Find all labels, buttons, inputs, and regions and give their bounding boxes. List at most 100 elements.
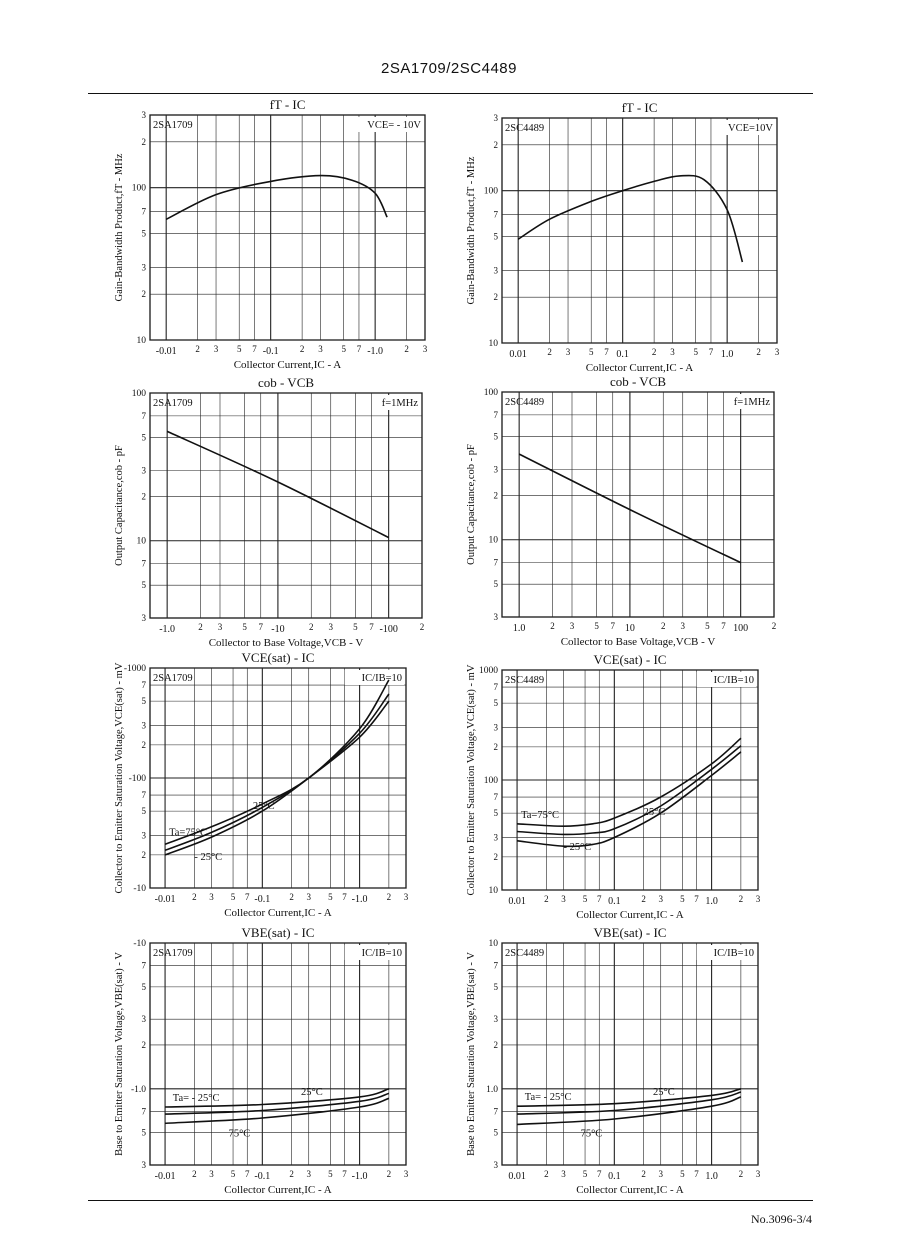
device-label: 2SC4489 (505, 397, 544, 408)
series-line (164, 700, 390, 856)
x-tick-label: -10 (271, 624, 284, 635)
x-minor-tick-label: 3 (209, 892, 214, 902)
y-minor-tick-label: 3 (142, 465, 147, 475)
x-tick-label: 10 (625, 623, 635, 634)
y-tick-label: 100 (484, 776, 499, 786)
series-line (517, 1088, 742, 1107)
chart-title: VBE(sat) - IC (242, 925, 315, 940)
series-line (165, 1092, 390, 1115)
x-minor-tick-label: 3 (570, 621, 575, 631)
x-minor-tick-label: 3 (756, 1169, 761, 1179)
chart-title: cob - VCB (258, 375, 314, 390)
x-axis-label: Collector Current,IC - A (576, 1184, 684, 1196)
x-minor-tick-label: 2 (309, 622, 314, 632)
device-label: 2SA1709 (153, 398, 193, 409)
y-minor-tick-label: 5 (142, 580, 147, 590)
y-axis-label: Base to Emitter Saturation Voltage,VBE(s… (114, 952, 125, 1156)
y-minor-tick-label: 3 (142, 721, 147, 731)
x-minor-tick-label: 7 (611, 621, 616, 631)
x-axis-label: Collector to Base Voltage,VCB - V (209, 637, 364, 649)
x-minor-tick-label: 2 (192, 1169, 197, 1179)
x-minor-tick-label: 3 (306, 892, 311, 902)
y-minor-tick-label: 5 (142, 982, 147, 992)
x-minor-tick-label: 2 (289, 892, 294, 902)
y-minor-tick-label: 7 (142, 411, 147, 421)
x-minor-tick-label: 2 (756, 347, 761, 357)
x-minor-tick-label: 3 (681, 621, 686, 631)
y-minor-tick-label: 7 (494, 961, 499, 971)
x-tick-label: -0.1 (254, 1171, 270, 1182)
y-minor-tick-label: 2 (142, 289, 147, 299)
y-minor-tick-label: 2 (142, 1040, 147, 1050)
x-axis-label: Collector Current,IC - A (586, 362, 694, 374)
series-line (517, 174, 744, 263)
series-line (165, 1097, 390, 1125)
chart-title: VCE(sat) - IC (594, 652, 667, 667)
condition-label-bg (696, 672, 756, 687)
y-minor-tick-label: 5 (494, 431, 499, 441)
x-minor-tick-label: 7 (709, 347, 714, 357)
chart-title: fT - IC (622, 100, 658, 115)
y-tick-label: 100 (132, 389, 147, 399)
y-minor-tick-label: 3 (494, 1014, 499, 1024)
x-minor-tick-label: 5 (353, 622, 358, 632)
x-minor-tick-label: 7 (721, 621, 726, 631)
x-minor-tick-label: 3 (306, 1169, 311, 1179)
y-minor-tick-label: 2 (142, 740, 147, 750)
series-line (165, 174, 388, 221)
x-tick-label: -1.0 (352, 894, 368, 905)
y-minor-tick-label: 7 (494, 209, 499, 219)
condition-label: IC/IB=10 (362, 948, 402, 959)
series-line (166, 430, 390, 539)
series-line (517, 751, 742, 848)
x-tick-label: 1.0 (513, 623, 526, 634)
chart-6: 2 3 5 7 2 3 5 7 2 30.01 0.1 1.023572357101001000VCE… (466, 652, 761, 921)
y-minor-tick-label: 5 (494, 808, 499, 818)
x-minor-tick-label: 7 (604, 347, 609, 357)
x-minor-tick-label: 2 (192, 892, 197, 902)
y-minor-tick-label: 3 (494, 464, 499, 474)
header-rule (88, 93, 813, 94)
series-line (164, 679, 390, 845)
condition-label-bg (351, 117, 423, 132)
x-minor-tick-label: 2 (772, 621, 777, 631)
condition-label: VCE=10V (728, 123, 773, 134)
x-minor-tick-label: 2 (739, 894, 744, 904)
condition-label: f=1MHz (382, 398, 419, 409)
y-minor-tick-label: 3 (494, 113, 499, 123)
x-tick-label: -0.01 (155, 894, 176, 905)
y-minor-tick-label: 3 (494, 833, 499, 843)
condition-label: IC/IB=10 (362, 673, 402, 684)
x-minor-tick-label: 5 (583, 894, 588, 904)
series-label: 25°C (253, 801, 275, 812)
x-tick-label: -0.01 (155, 1171, 176, 1182)
chart-title: VBE(sat) - IC (594, 925, 667, 940)
x-minor-tick-label: 5 (583, 1169, 588, 1179)
y-minor-tick-label: 2 (494, 490, 499, 500)
y-minor-tick-label: 5 (142, 432, 147, 442)
x-minor-tick-label: 5 (705, 621, 710, 631)
x-minor-tick-label: 2 (544, 894, 549, 904)
y-minor-tick-label: 5 (142, 696, 147, 706)
x-axis-label: Collector to Base Voltage,VCB - V (561, 636, 716, 648)
x-minor-tick-label: 7 (259, 622, 264, 632)
x-tick-label: 100 (733, 623, 748, 634)
y-minor-tick-label: 3 (142, 262, 147, 272)
x-minor-tick-label: 5 (328, 892, 333, 902)
x-axis-label: Collector Current,IC - A (224, 1184, 332, 1196)
series-label: Ta=75°C (169, 828, 207, 839)
x-minor-tick-label: 3 (566, 347, 571, 357)
chart-7: 2 3 5 7 2 3 5 7 2 3-0.01 -0.1 -1.03572357-1.0-10VBE… (114, 925, 409, 1196)
y-tick-label: 1000 (479, 666, 498, 676)
y-axis-label: Base to Emitter Saturation Voltage,VBE(s… (466, 952, 477, 1156)
x-minor-tick-label: 3 (658, 894, 663, 904)
series-label: 75°C (229, 1129, 251, 1140)
condition-label: VCE= - 10V (367, 120, 421, 131)
device-label: 2SA1709 (153, 120, 193, 131)
x-tick-label: 0.01 (508, 896, 526, 907)
x-minor-tick-label: 7 (369, 622, 374, 632)
x-minor-tick-label: 3 (561, 894, 566, 904)
x-minor-tick-label: 2 (289, 1169, 294, 1179)
x-tick-label: 1.0 (705, 1171, 718, 1182)
